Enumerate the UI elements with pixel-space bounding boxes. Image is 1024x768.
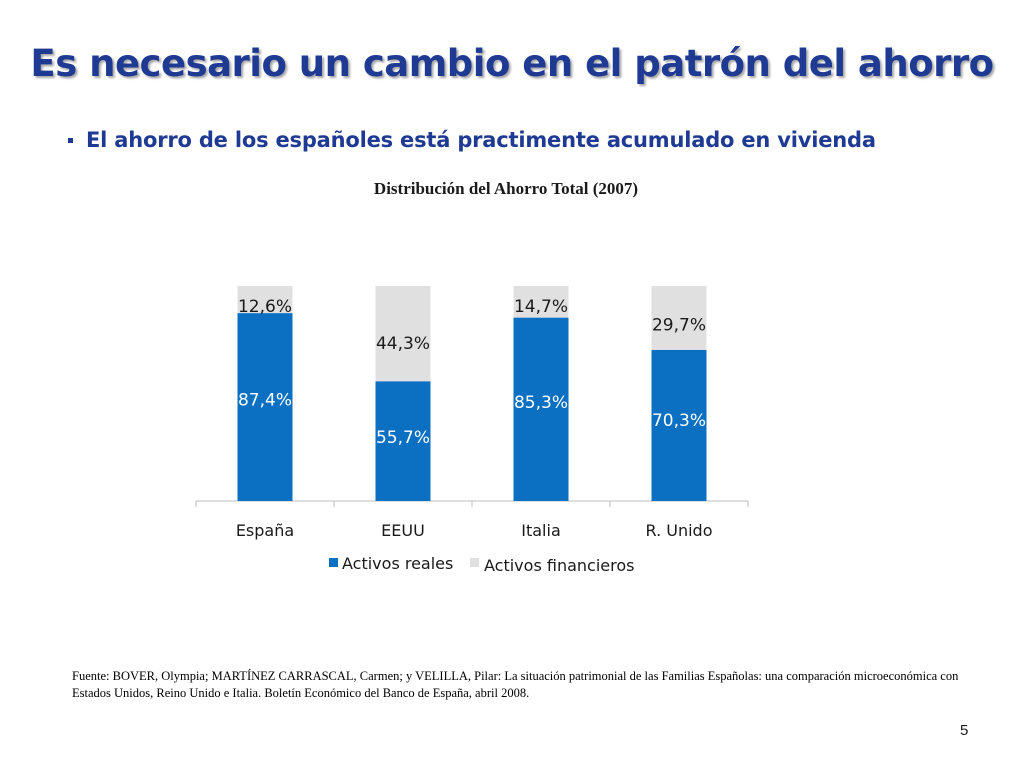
bar-activos-financieros-italia <box>513 286 569 318</box>
data-label-activos-financieros-espana: 12,6% <box>238 297 292 317</box>
data-label-activos-reales-espana: 87,4% <box>238 391 292 411</box>
bar-activos-financieros-r-unido <box>651 286 707 350</box>
bullet-point: El ahorro de los españoles está practime… <box>68 128 968 152</box>
bar-activos-financieros-eeuu <box>375 286 431 382</box>
legend-swatch-activos-reales <box>329 558 338 567</box>
slide-title: Es necesario un cambio en el patrón del … <box>30 42 994 85</box>
source-footnote: Fuente: BOVER, Olympia; MARTÍNEZ CARRASC… <box>72 669 959 700</box>
legend-label-activos-reales: Activos reales <box>342 554 453 573</box>
page-number: 5 <box>960 722 969 739</box>
data-label-activos-financieros-r-unido: 29,7% <box>652 315 706 335</box>
bar-activos-reales-italia <box>513 317 569 501</box>
bar-activos-reales-eeuu <box>375 381 431 501</box>
data-label-activos-reales-r-unido: 70,3% <box>652 411 706 431</box>
x-tick-label-espana: España <box>236 521 294 540</box>
data-label-activos-reales-eeuu: 55,7% <box>376 428 430 448</box>
x-tick-label-eeuu: EEUU <box>381 521 425 540</box>
bar-activos-reales-espana <box>237 313 293 501</box>
chart-title: Distribución del Ahorro Total (2007) <box>373 179 639 198</box>
x-tick-label-italia: Italia <box>521 521 561 540</box>
bar-activos-financieros-espana <box>237 286 293 314</box>
bar-activos-reales-r-unido <box>651 349 707 501</box>
data-label-activos-reales-italia: 85,3% <box>514 393 568 413</box>
bullet-text: El ahorro de los españoles está practime… <box>86 128 876 152</box>
data-label-activos-financieros-eeuu: 44,3% <box>376 334 430 354</box>
bullet-marker <box>68 137 73 143</box>
data-label-activos-financieros-italia: 14,7% <box>514 297 568 317</box>
legend-label-activos-financieros: Activos financieros <box>484 556 634 575</box>
x-tick-label-r-unido: R. Unido <box>646 521 713 540</box>
stacked-bar-chart: 87,4% 12,6% España 55,7% 44,3% EEUU 85,3% 14,7%… <box>195 286 749 575</box>
legend-swatch-activos-financieros <box>470 558 479 567</box>
